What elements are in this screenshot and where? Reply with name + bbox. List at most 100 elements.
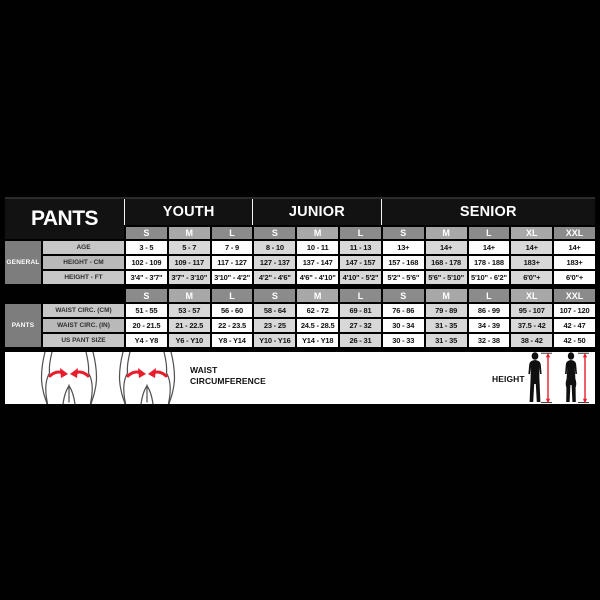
table-title: PANTS [5, 199, 124, 239]
table-cell: 20 - 21.5 [126, 319, 167, 332]
table-cell: 31 - 35 [425, 319, 467, 332]
table-cell: 56 - 60 [211, 304, 253, 317]
table-row: WAIST CIRC. (CM) 51 - 55 53 - 57 56 - 60 58 … [43, 304, 595, 317]
height-measure-figures-icon [528, 352, 589, 404]
table-cell: 8 - 10 [254, 241, 296, 254]
table-cell: 14+ [425, 241, 467, 254]
size-header-cell: M [425, 227, 467, 239]
group-header-junior: JUNIOR [252, 199, 380, 225]
table-cell: 32 - 38 [468, 334, 510, 347]
height-arrow-icon [578, 352, 589, 404]
table-cell: 34 - 39 [468, 319, 510, 332]
size-header-cell: L [468, 227, 510, 239]
size-header-cell: S [382, 227, 424, 239]
section-label: PANTS [5, 304, 41, 347]
table-cell: 69 - 81 [340, 304, 381, 317]
table-row: US PANT SIZE Y4 - Y8 Y6 - Y10 Y8 - Y14 Y10 -… [43, 334, 595, 347]
table-cell: Y14 - Y18 [297, 334, 339, 347]
table-cell: Y10 - Y16 [254, 334, 296, 347]
table-cell: Y4 - Y8 [126, 334, 167, 347]
size-header-cell: XL [511, 289, 553, 302]
table-cell: 13+ [382, 241, 424, 254]
table-cell: 3'4" - 3'7" [126, 271, 167, 284]
table-cell: 86 - 99 [468, 304, 510, 317]
group-header-youth: YOUTH [124, 199, 252, 225]
table-cell: 4'2" - 4'6" [254, 271, 296, 284]
table-cell: 4'6" - 4'10" [297, 271, 339, 284]
measurement-legend: WAIST CIRCUMFERENCE HEIGHT [5, 352, 595, 404]
height-arrow-icon [541, 352, 552, 404]
size-header-cell: XXL [554, 289, 595, 302]
table-cell: 30 - 33 [382, 334, 424, 347]
table-cell: 6'0"+ [554, 271, 595, 284]
table-cell: 7 - 9 [211, 241, 253, 254]
group-header-row: PANTS YOUTH JUNIOR SENIOR [5, 199, 595, 239]
size-header-cell: L [211, 227, 253, 239]
table-cell: 147 - 157 [340, 256, 381, 269]
size-header-cell: S [254, 289, 296, 302]
table-cell: 62 - 72 [297, 304, 339, 317]
size-header-cell: S [126, 227, 167, 239]
size-header-cell: S [126, 289, 167, 302]
table-cell: 137 - 147 [297, 256, 339, 269]
table-cell: 183+ [554, 256, 595, 269]
size-header-cell: L [340, 289, 381, 302]
size-header-cell: M [425, 289, 467, 302]
table-cell: 37.5 - 42 [511, 319, 553, 332]
table-cell: 168 - 178 [425, 256, 467, 269]
table-cell: 95 - 107 [511, 304, 553, 317]
waist-measure-figures-icon [40, 352, 176, 404]
table-cell: 38 - 42 [511, 334, 553, 347]
table-cell: 53 - 57 [168, 304, 210, 317]
table-cell: 4'10" - 5'2" [340, 271, 381, 284]
row-label: US PANT SIZE [43, 334, 124, 347]
table-row: HEIGHT - FT 3'4" - 3'7" 3'7" - 3'10" 3'10" … [43, 271, 595, 284]
size-header-row-pants: S M L S M L S M L XL XXL [5, 289, 595, 302]
table-cell: 42 - 47 [554, 319, 595, 332]
table-cell: 51 - 55 [126, 304, 167, 317]
table-cell: 31 - 35 [425, 334, 467, 347]
table-cell: 117 - 127 [211, 256, 253, 269]
size-header-cell: M [168, 227, 210, 239]
table-cell: Y6 - Y10 [168, 334, 210, 347]
size-header-cell: S [254, 227, 296, 239]
size-header-cell: XL [511, 227, 553, 239]
table-cell: 14+ [468, 241, 510, 254]
table-cell: 27 - 32 [340, 319, 381, 332]
row-label: WAIST CIRC. (IN) [43, 319, 124, 332]
group-headers: YOUTH JUNIOR SENIOR [124, 199, 595, 225]
row-label: HEIGHT - CM [43, 256, 124, 269]
table-cell: 107 - 120 [554, 304, 595, 317]
size-header-row-general: S M L S M L S M L XL XXL [5, 227, 595, 239]
male-silhouette-icon [528, 352, 542, 402]
size-header-cell: L [340, 227, 381, 239]
table-cell: 11 - 13 [340, 241, 381, 254]
table-cell: 6'0"+ [511, 271, 553, 284]
table-cell: 3'7" - 3'10" [168, 271, 210, 284]
height-label: HEIGHT [492, 374, 525, 384]
table-cell: 14+ [511, 241, 553, 254]
section-pants: PANTS WAIST CIRC. (CM) 51 - 55 53 - 57 56 - … [5, 304, 595, 347]
pants-sizing-table: PANTS YOUTH JUNIOR SENIOR S M L S M L S M L XL XXL G… [5, 197, 595, 404]
waist-circumference-label: WAIST CIRCUMFERENCE [190, 365, 266, 387]
table-cell: 3 - 5 [126, 241, 167, 254]
size-header-cell: L [468, 289, 510, 302]
size-header-cell: M [297, 289, 339, 302]
table-cell: 21 - 22.5 [168, 319, 210, 332]
size-header-cell: M [297, 227, 339, 239]
table-cell: 26 - 31 [340, 334, 381, 347]
table-cell: 5 - 7 [168, 241, 210, 254]
table-cell: 58 - 64 [254, 304, 296, 317]
table-row: WAIST CIRC. (IN) 20 - 21.5 21 - 22.5 22 - 2… [43, 319, 595, 332]
size-header-cell: M [168, 289, 210, 302]
table-cell: 109 - 117 [168, 256, 210, 269]
table-row: HEIGHT - CM 102 - 109 109 - 117 117 - 127 12… [43, 256, 595, 269]
row-label: AGE [43, 241, 124, 254]
table-cell: 79 - 89 [425, 304, 467, 317]
size-header-cell: L [211, 289, 253, 302]
table-cell: 5'2" - 5'6" [382, 271, 424, 284]
table-cell: 5'6" - 5'10" [425, 271, 467, 284]
table-cell: 76 - 86 [382, 304, 424, 317]
size-header-cell: XXL [554, 227, 595, 239]
